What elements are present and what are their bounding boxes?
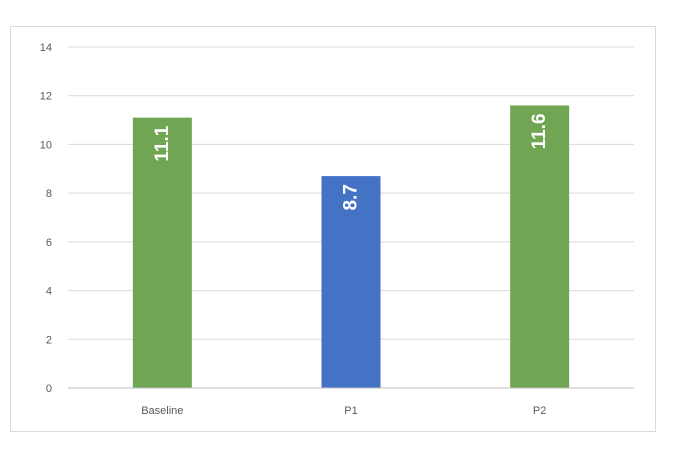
y-tick-label: 10 xyxy=(40,139,52,151)
data-label: 11.1 xyxy=(152,125,173,161)
x-tick-label: Baseline xyxy=(141,405,183,417)
bar-p2 xyxy=(510,105,570,388)
y-tick-label: 14 xyxy=(40,42,52,54)
y-tick-label: 12 xyxy=(40,91,52,103)
y-tick-label: 2 xyxy=(46,334,52,346)
data-label: 11.6 xyxy=(529,113,550,149)
data-labels: 11.1 8.7 11.6 xyxy=(152,113,550,210)
y-tick-label: 6 xyxy=(46,237,52,249)
x-tick-label: P2 xyxy=(533,405,546,417)
y-axis-ticks: 0 2 4 6 8 10 12 14 xyxy=(40,42,52,395)
data-label: 8.7 xyxy=(341,184,362,210)
y-tick-label: 8 xyxy=(46,188,52,200)
bar-baseline xyxy=(132,117,192,388)
bars xyxy=(132,105,570,388)
y-tick-label: 0 xyxy=(46,383,52,395)
x-tick-label: P1 xyxy=(344,405,357,417)
x-axis-ticks: Baseline P1 P2 xyxy=(141,405,546,417)
bar-p1 xyxy=(321,176,381,388)
y-tick-label: 4 xyxy=(46,286,52,298)
